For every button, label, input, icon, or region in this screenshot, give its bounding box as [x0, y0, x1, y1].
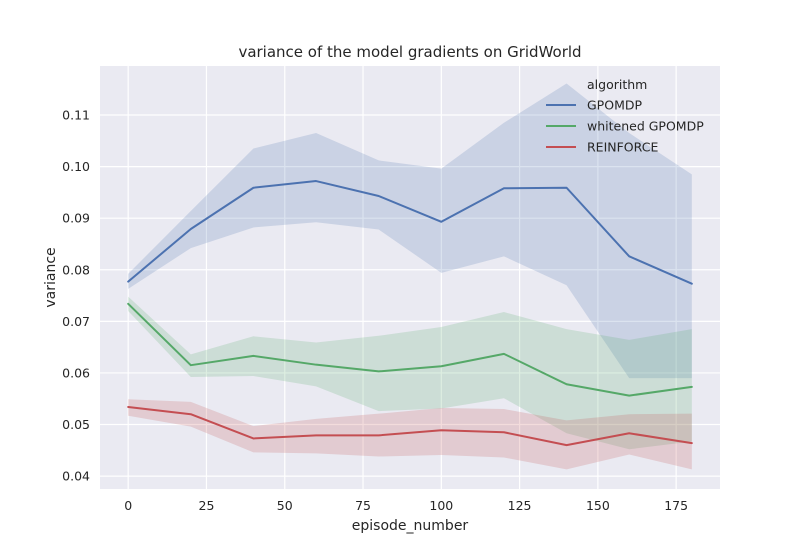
reinforce-line: [127, 405, 693, 447]
y-tick-label: 0.04: [62, 469, 90, 484]
gpomdp-band: [128, 83, 692, 379]
y-tick-label: 0.05: [62, 417, 90, 432]
legend-label: GPOMDP: [587, 98, 642, 113]
chart-title: variance of the model gradients on GridW…: [238, 43, 581, 61]
x-tick-label: 150: [586, 498, 610, 513]
x-tick-label: 0: [124, 498, 132, 513]
gpomdp-line: [127, 180, 693, 285]
y-tick-label: 0.09: [62, 211, 90, 226]
legend: algorithm GPOMDP whitened GPOMDP REINFORCE: [546, 77, 704, 155]
y-tick-label: 0.06: [62, 365, 90, 380]
confidence-bands: [128, 83, 692, 470]
x-tick-label: 100: [429, 498, 453, 513]
x-gridlines: [127, 66, 677, 489]
x-tick-label: 175: [664, 498, 688, 513]
reinforce-band: [128, 399, 692, 470]
whitened-gpomdp-line: [127, 302, 693, 397]
x-tick-label: 50: [277, 498, 293, 513]
series-lines: [127, 180, 693, 447]
y-axis-label: variance: [43, 247, 59, 307]
y-gridlines: [100, 114, 720, 477]
y-tick-labels: 0.04 0.05 0.06 0.07 0.08 0.09 0.10 0.11: [62, 108, 90, 484]
legend-title: algorithm: [587, 77, 647, 92]
x-tick-label: 125: [508, 498, 532, 513]
x-tick-label: 25: [199, 498, 215, 513]
whitened-gpomdp-band: [128, 296, 692, 450]
x-axis-label: episode_number: [352, 518, 469, 534]
x-tick-labels: 0 25 50 75 100 125 150 175: [124, 498, 688, 513]
legend-label: REINFORCE: [587, 140, 658, 155]
y-tick-label: 0.11: [62, 108, 90, 123]
y-tick-label: 0.07: [62, 314, 90, 329]
y-tick-label: 0.08: [62, 262, 90, 277]
legend-label: whitened GPOMDP: [587, 119, 704, 134]
y-tick-label: 0.10: [62, 159, 90, 174]
x-tick-label: 75: [355, 498, 371, 513]
